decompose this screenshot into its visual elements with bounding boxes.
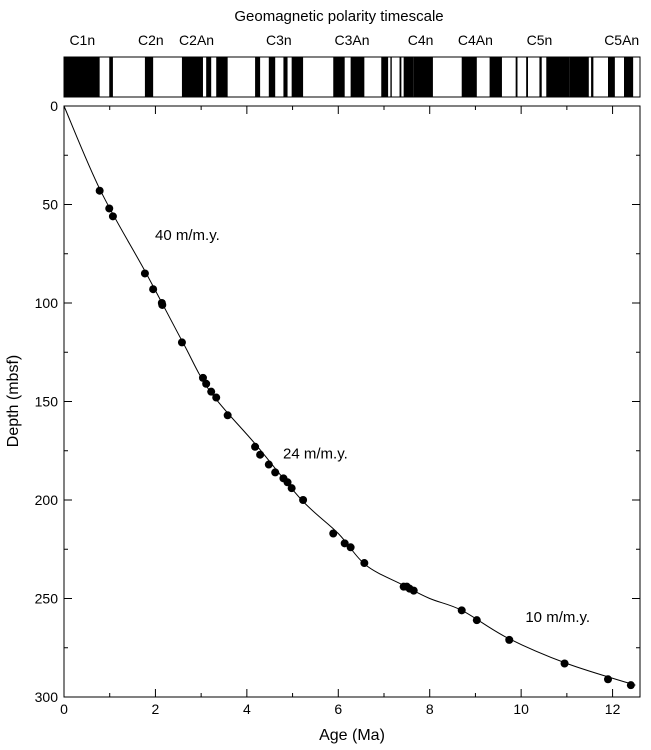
normal-polarity-interval: [109, 57, 113, 97]
normal-polarity-interval: [489, 57, 502, 97]
normal-polarity-interval: [546, 57, 570, 97]
data-point: [340, 539, 349, 548]
normal-polarity-interval: [268, 57, 276, 97]
y-tick-label: 150: [35, 394, 59, 410]
polarity-bar-frame: [63, 56, 641, 98]
age-depth-line: [63, 105, 636, 686]
chron-label: C4n: [408, 32, 434, 48]
x-tick-label: 12: [605, 701, 621, 717]
normal-polarity-interval: [381, 57, 389, 97]
data-point: [283, 478, 292, 487]
normal-polarity-interval: [350, 57, 365, 97]
data-point: [256, 450, 265, 459]
x-tick-label: 6: [334, 701, 342, 717]
y-tick-label: 0: [50, 98, 58, 114]
normal-polarity-interval: [591, 57, 594, 97]
normal-polarity-interval: [255, 57, 261, 97]
data-point: [95, 186, 104, 195]
y-tick-label: 250: [35, 591, 59, 607]
normal-polarity-interval: [413, 57, 433, 97]
normal-polarity-interval: [624, 57, 634, 97]
data-point: [505, 635, 514, 644]
data-point: [287, 484, 296, 493]
polarity-bar: [64, 57, 634, 97]
normal-polarity-interval: [291, 57, 304, 97]
normal-polarity-interval: [390, 57, 392, 97]
rate-annotation: 40 m/m.y.: [155, 227, 220, 244]
chron-label: C2An: [179, 32, 214, 48]
normal-polarity-interval: [515, 57, 518, 97]
data-point: [149, 285, 158, 294]
normal-polarity-interval: [333, 57, 345, 97]
data-point: [212, 393, 221, 402]
data-point: [207, 387, 216, 396]
normal-polarity-interval: [216, 57, 228, 97]
data-point: [158, 300, 167, 309]
data-point: [223, 411, 232, 420]
rate-annotation: 10 m/m.y.: [525, 609, 590, 626]
y-tick-label: 100: [35, 295, 59, 311]
normal-polarity-interval: [144, 57, 154, 97]
data-point: [108, 212, 117, 221]
data-point: [472, 616, 481, 625]
data-point: [604, 675, 612, 684]
x-axis: 0 2 4 6 8 10 12: [60, 106, 621, 717]
normal-polarity-interval: [399, 57, 402, 97]
normal-polarity-interval: [283, 57, 288, 97]
chron-label: C5An: [604, 32, 639, 48]
chron-label: C3n: [266, 32, 292, 48]
data-point: [202, 379, 211, 388]
y-axis: 0 50 100 150 200 250 300: [35, 98, 640, 705]
data-point: [299, 496, 308, 504]
normal-polarity-interval: [403, 57, 414, 97]
y-tick-label: 200: [35, 492, 59, 508]
rate-annotation: 24 m/m.y.: [283, 446, 348, 463]
x-tick-label: 10: [513, 701, 529, 717]
y-axis-label: Depth (mbsf): [5, 355, 22, 447]
normal-polarity-interval: [64, 57, 100, 97]
normal-polarity-interval: [461, 57, 477, 97]
chron-label: C5n: [527, 32, 553, 48]
x-tick-label: 4: [243, 701, 251, 717]
normal-polarity-interval: [569, 57, 589, 97]
data-point: [264, 460, 273, 469]
normal-polarity-interval: [608, 57, 615, 97]
data-point: [271, 468, 280, 477]
data-point: [177, 338, 186, 347]
data-point: [346, 543, 355, 552]
y-tick-label: 50: [42, 197, 58, 213]
chron-label: C2n: [138, 32, 164, 48]
data-point: [457, 606, 466, 615]
chron-label: C1n: [69, 32, 95, 48]
x-tick-label: 2: [152, 701, 160, 717]
data-points: [95, 186, 635, 690]
data-point: [251, 442, 260, 451]
x-tick-label: 8: [426, 701, 434, 717]
data-point: [360, 559, 369, 568]
data-point: [329, 529, 338, 538]
normal-polarity-interval: [181, 57, 203, 97]
data-point: [560, 659, 569, 668]
data-point: [198, 373, 207, 382]
x-axis-label: Age (Ma): [319, 727, 385, 744]
chron-label: C3An: [334, 32, 369, 48]
y-tick-label: 300: [35, 689, 59, 705]
normal-polarity-interval: [526, 57, 528, 97]
x-tick-label: 0: [60, 701, 68, 717]
normal-polarity-interval: [206, 57, 212, 97]
chron-label: C4An: [458, 32, 493, 48]
data-point: [140, 269, 149, 278]
chron-labels: C1n C2n C2An C3n C3An C4n C4An C5n C5An: [69, 32, 639, 48]
data-point: [409, 586, 418, 595]
data-point: [105, 204, 114, 213]
data-point: [626, 681, 635, 690]
rate-annotations: 40 m/m.y. 24 m/m.y. 10 m/m.y.: [155, 227, 590, 626]
timescale-title: Geomagnetic polarity timescale: [234, 8, 443, 25]
normal-polarity-interval: [539, 57, 542, 97]
